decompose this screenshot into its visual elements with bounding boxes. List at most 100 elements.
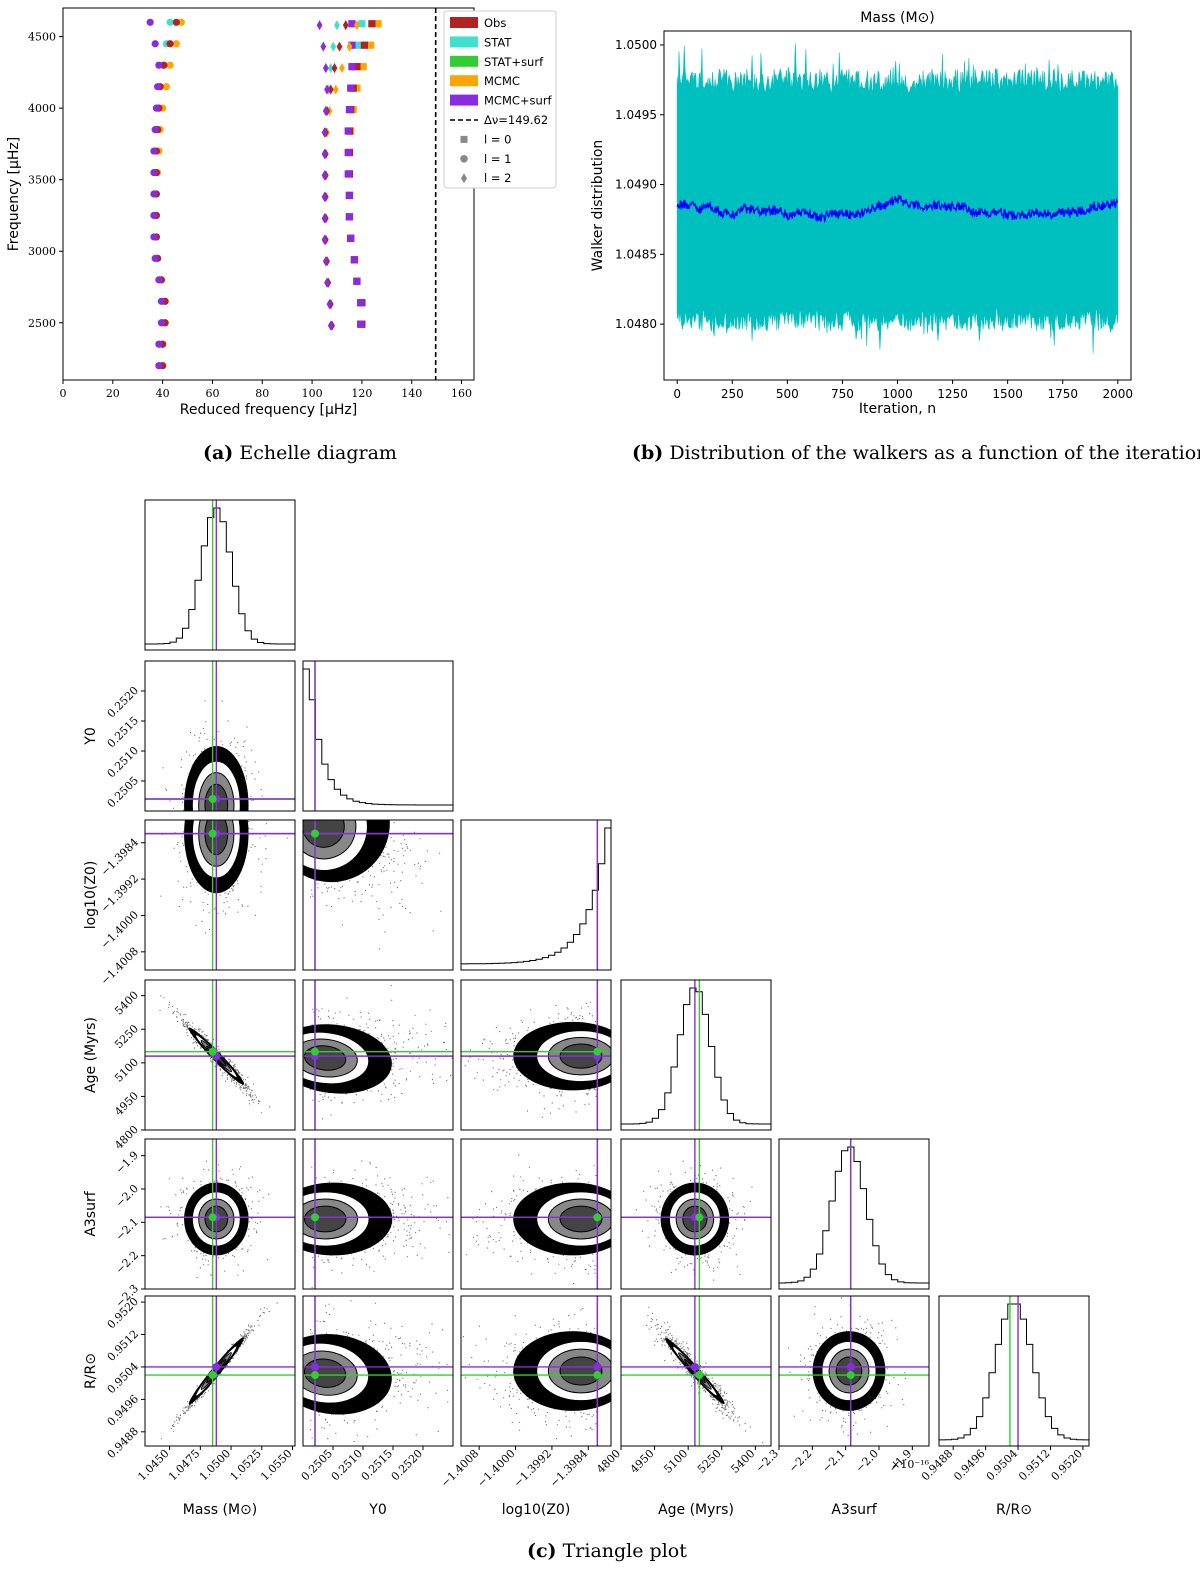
caption-c: (c) Triangle plot [527,1540,687,1562]
echelle-point-mcmc-surf [344,148,352,157]
panel-content [303,661,453,811]
walker-ytick-label: 1.0480 [615,317,657,331]
echelle-point-mcmc-surf [155,362,163,370]
echelle-point-mcmc [353,84,361,92]
panel-content [303,980,453,1130]
echelle-point-mcmc-surf [322,63,329,74]
echelle-point-mcmc-surf [151,254,159,262]
panel-frame [302,660,454,812]
panel-content [621,1296,771,1446]
echelle-point-obs [331,63,338,74]
corner-panel [620,1138,772,1290]
corner-ytick-label: 0.2520 [105,684,141,720]
legend-entry: l = 0 [484,132,511,146]
echelle-point-mcmc-surf [347,84,355,92]
echelle-xtick-label: 160 [451,387,472,400]
corner-panel [302,819,454,971]
corner-panel [778,1295,930,1447]
corner-panel [144,1295,296,1447]
caption-a-text: Echelle diagram [239,442,397,464]
corner-xtick-label: 1.0500 [197,1447,233,1483]
corner-ytick-label: −2.0 [113,1182,141,1210]
panel-content [145,1296,295,1446]
green-marker [695,1371,704,1380]
corner-xlabel: log10(Z0) [502,1502,571,1518]
walker-ytick-label: 1.0495 [615,108,657,122]
panel-frame [778,1295,930,1447]
echelle-point-mcmc [177,18,185,26]
panel-content [461,980,611,1130]
echelle-point-mcmc-surf [321,234,328,245]
corner-xtick-label: −1.3984 [547,1447,590,1490]
corner-xtick-label: 0.2520 [389,1447,425,1483]
corner-ytick-label: 5100 [112,1056,141,1085]
echelle-point-mcmc-surf [150,147,158,155]
panel-frame [144,499,296,651]
echelle-point-stat [330,41,337,52]
echelle-point-obs [172,18,180,26]
echelle-point-mcmc-surf [316,20,323,31]
panel-frame [144,979,296,1131]
green-marker [208,829,217,838]
echelle-point-mcmc [367,41,375,49]
corner-ytick-label: 5400 [112,989,141,1018]
echelle-point-mcmc-surf [321,191,328,202]
corner-xlabel: Age (Myrs) [658,1502,734,1518]
green-marker [311,1213,319,1222]
echelle-point-mcmc-surf [345,213,354,221]
panel-content [461,1296,611,1446]
echelle-xtick-label: 0 [60,387,67,400]
green-marker [208,1371,217,1380]
echelle-point-mcmc-surf [154,83,162,91]
walker-xtick-label: 1000 [882,387,913,401]
corner-xtick-label: 1.0475 [166,1447,202,1483]
panel-frame [620,1295,772,1447]
caption-b-label: (b) [632,442,664,464]
echelle-point-mcmc [166,61,174,69]
legend-swatch [450,55,478,67]
echelle-point-mcmc-surf [157,319,165,327]
corner-ytick-label: 0.2515 [105,714,141,750]
walker-xtick-label: 1500 [992,387,1023,401]
panel-content [145,820,295,970]
corner-xlabel: Y0 [368,1502,386,1518]
echelle-ylabel: Frequency [μHz] [6,137,22,251]
green-marker [593,1371,602,1380]
legend-swatch [450,94,478,106]
echelle-ytick-label: 3000 [28,245,56,258]
echelle-xtick-label: 40 [156,387,170,400]
panel-frame [938,1295,1090,1447]
echelle-point-obs [166,40,174,48]
green-marker [311,829,319,838]
corner-panel [302,1138,454,1290]
corner-xtick-label: 5250 [695,1447,724,1476]
echelle-point-mcmc-surf [324,277,330,288]
walker-xlabel: Iteration, n [859,401,936,417]
panel-frame [620,979,772,1131]
histogram [621,987,771,1130]
echelle-point-mcmc-surf [357,320,365,328]
purple-marker [846,1362,855,1371]
panel-frame [778,1138,930,1290]
purple-marker [690,1362,699,1371]
panel-frame [302,1295,454,1447]
corner-ytick-label: 0.9496 [105,1392,141,1428]
echelle-point-stat [327,63,334,74]
echelle-point-obs [353,63,361,71]
walker-ylabel: Walker distribution [590,140,606,272]
walker-xtick-label: 750 [831,387,854,401]
panel-frame [460,979,612,1131]
purple-marker [212,1362,221,1371]
echelle-point-mcmc-surf [345,191,354,200]
corner-panel [620,1295,772,1447]
echelle-point-mcmc-surf [157,297,165,305]
panel-frame [144,660,296,812]
legend-swatch [450,36,478,48]
corner-xtick-label: 5100 [661,1447,690,1476]
corner-panel [460,1295,612,1447]
echelle-point-mcmc [332,84,339,95]
corner-panel [302,979,454,1131]
green-marker [208,1047,217,1056]
